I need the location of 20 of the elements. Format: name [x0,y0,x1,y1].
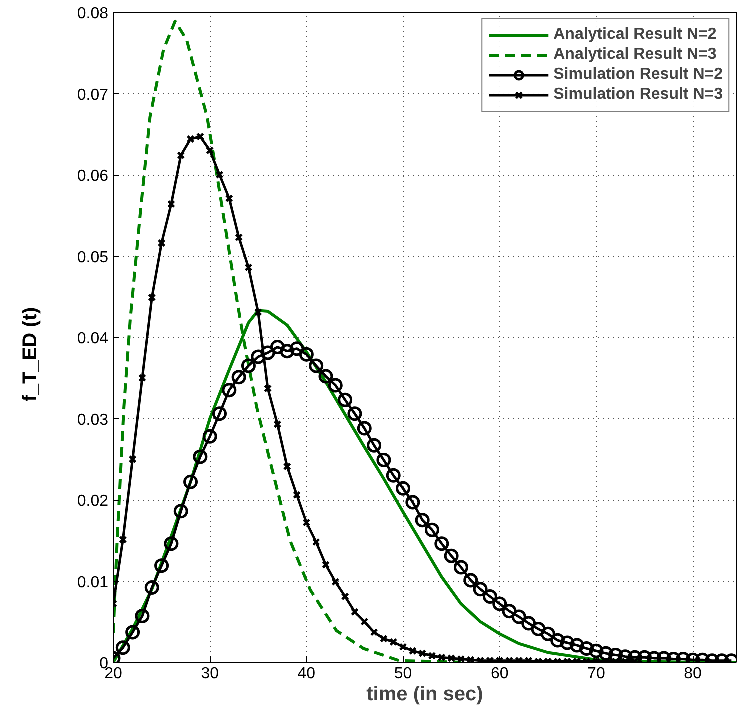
y-tick-label: 0.06 [77,168,109,185]
x-tick-label: 40 [298,666,316,682]
y-axis-title: f_T_ED (t) [20,307,42,402]
y-tick-label: 0.04 [77,330,109,348]
x-axis-title: time (in sec) [366,684,484,706]
x-tick-label: 70 [588,666,606,682]
x-tick-label: 60 [490,666,509,682]
y-tick-label: 0.03 [77,412,109,429]
y-tick-label: 0.08 [77,6,109,22]
x-tick-label: 30 [201,666,220,682]
x-tick-label: 50 [394,666,412,682]
legend-label: Analytical Result N=3 [554,46,717,64]
y-tick-label: 0.05 [77,249,109,266]
x-tick-label: 80 [684,666,702,682]
legend-label: Simulation Result N=3 [554,86,723,104]
legend-label: Analytical Result N=2 [554,26,717,44]
legend-label: Simulation Result N=2 [554,66,723,84]
y-tick-label: 0.02 [77,493,109,510]
y-tick-label: 0.01 [77,574,109,592]
y-tick-label: 0.07 [77,86,109,104]
